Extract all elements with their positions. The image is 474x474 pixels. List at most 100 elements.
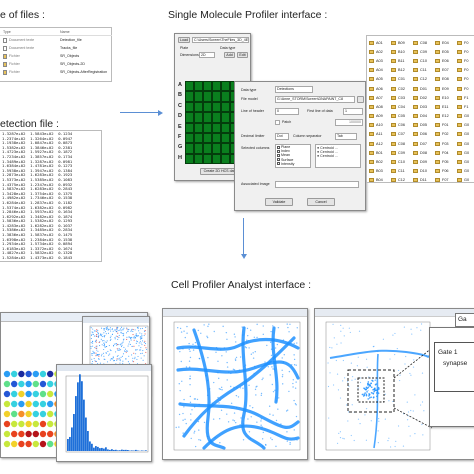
plate-folder-item[interactable]: F01 bbox=[435, 121, 454, 130]
plate-folder-item[interactable]: C11 bbox=[413, 66, 432, 75]
plate-folder-item[interactable]: C08 bbox=[391, 139, 410, 148]
plate-well[interactable] bbox=[185, 81, 194, 92]
checkbox-icon[interactable] bbox=[277, 162, 280, 166]
plate-folder-item[interactable]: E11 bbox=[435, 102, 454, 111]
plate-folder-item[interactable]: C01 bbox=[391, 75, 410, 84]
add-button[interactable]: Add bbox=[224, 52, 235, 58]
plate-folder-item[interactable]: A09 bbox=[369, 112, 388, 121]
selected-column-item[interactable]: Surface bbox=[276, 158, 310, 162]
selected-column-item[interactable]: Mean bbox=[276, 153, 310, 157]
plate-well[interactable] bbox=[194, 81, 203, 92]
plate-folder-item[interactable]: D04 bbox=[413, 112, 432, 121]
plate-well[interactable] bbox=[221, 81, 230, 92]
cancel-button[interactable]: Cancel bbox=[307, 198, 335, 206]
selected-columns-list[interactable]: Plane Index Mean Surface Intensity bbox=[275, 144, 311, 168]
plate-folder-item[interactable]: C10 bbox=[391, 157, 410, 166]
plate-well[interactable] bbox=[203, 143, 212, 154]
plate-well[interactable] bbox=[194, 143, 203, 154]
centroid-item[interactable]: ● Centroid ... bbox=[317, 154, 338, 159]
plate-well[interactable] bbox=[221, 143, 230, 154]
file-name[interactable]: SR_Objects-2D bbox=[60, 62, 85, 66]
file-name[interactable]: SR_Objects bbox=[60, 54, 80, 58]
plate-folder-item[interactable]: C08 bbox=[413, 38, 432, 47]
plate-well[interactable] bbox=[212, 101, 221, 113]
plate-folder-item[interactable]: F0 bbox=[457, 84, 474, 93]
plate-well[interactable] bbox=[194, 122, 203, 133]
plate-folder-item[interactable]: A01 bbox=[369, 38, 388, 47]
plate-well[interactable] bbox=[194, 132, 203, 144]
path-field[interactable]: C:\Users\Screen\TheFiles_3D_4EK76 bbox=[192, 37, 249, 43]
plate-well[interactable] bbox=[203, 112, 212, 123]
plate-well[interactable] bbox=[212, 132, 221, 144]
file-model-browse-button[interactable] bbox=[357, 96, 364, 103]
decimal-limiter-select[interactable]: Dot bbox=[275, 133, 289, 140]
plate-folder-item[interactable]: F1 bbox=[457, 93, 474, 102]
plate-folder-item[interactable]: A06 bbox=[369, 84, 388, 93]
file-type[interactable]: Fichier bbox=[9, 62, 20, 66]
plate-well[interactable] bbox=[185, 122, 194, 133]
plate-folder-item[interactable]: E08 bbox=[435, 75, 454, 84]
plate-folder-item[interactable]: G0 bbox=[457, 130, 474, 139]
plate-folder-item[interactable]: C03 bbox=[391, 93, 410, 102]
plate-folder-item[interactable]: D05 bbox=[413, 121, 432, 130]
patch-field[interactable]: 100000 bbox=[335, 119, 363, 126]
plate-folder-item[interactable]: A11 bbox=[369, 130, 388, 139]
plate-well[interactable] bbox=[185, 143, 194, 154]
plate-well[interactable] bbox=[212, 81, 221, 92]
plate-well[interactable] bbox=[221, 132, 230, 144]
plate-folder-item[interactable]: E04 bbox=[435, 38, 454, 47]
plate-folder-item[interactable]: B12 bbox=[391, 66, 410, 75]
checkbox-icon[interactable] bbox=[277, 145, 280, 149]
plate-folder-item[interactable]: A04 bbox=[369, 66, 388, 75]
line-of-header-field[interactable]: 0 bbox=[275, 108, 299, 115]
plate-folder-item[interactable]: B04 bbox=[369, 176, 388, 182]
selected-column-item[interactable]: Plane bbox=[276, 145, 310, 149]
plate-well[interactable] bbox=[212, 122, 221, 133]
plate-well[interactable] bbox=[194, 91, 203, 102]
plate-folder-item[interactable]: C06 bbox=[391, 121, 410, 130]
plate-well[interactable] bbox=[203, 101, 212, 113]
dialog-data-type-select[interactable]: Detections bbox=[275, 86, 313, 93]
plate-well[interactable] bbox=[203, 91, 212, 102]
plate-folder-item[interactable]: G0 bbox=[457, 157, 474, 166]
plate-folder-item[interactable]: D03 bbox=[413, 102, 432, 111]
plate-folder-item[interactable]: C12 bbox=[413, 75, 432, 84]
plate-folder-item[interactable]: D07 bbox=[413, 139, 432, 148]
plate-folder-item[interactable]: E05 bbox=[435, 47, 454, 56]
plate-folder-item[interactable]: C07 bbox=[391, 130, 410, 139]
checkbox-icon[interactable] bbox=[277, 158, 280, 162]
file-name[interactable]: Detection_file bbox=[60, 38, 82, 42]
plate-folder-item[interactable]: D06 bbox=[413, 130, 432, 139]
file-model-field[interactable]: G:\Anne_STORM\Screen\DNAPAINT_C8 bbox=[275, 96, 355, 103]
plate-folder-item[interactable]: E06 bbox=[435, 56, 454, 65]
associated-image-select[interactable] bbox=[275, 181, 359, 188]
centroid-item[interactable]: ● Centroid ... bbox=[317, 146, 338, 150]
plate-folder-item[interactable]: C11 bbox=[391, 167, 410, 176]
plate-folder-item[interactable]: G0 bbox=[457, 167, 474, 176]
column-separator-select[interactable]: Tab bbox=[335, 133, 357, 140]
dimensions-select[interactable]: 2D bbox=[199, 52, 215, 58]
plate-folder-item[interactable]: G0 bbox=[457, 139, 474, 148]
file-type[interactable]: Fichier bbox=[9, 54, 20, 58]
selected-column-item[interactable]: Intensity bbox=[276, 162, 310, 166]
plate-folder-item[interactable]: A07 bbox=[369, 93, 388, 102]
plate-folder-item[interactable]: F04 bbox=[435, 148, 454, 157]
plate-folder-item[interactable]: C09 bbox=[413, 47, 432, 56]
checkbox-icon[interactable] bbox=[277, 149, 280, 153]
plate-well[interactable] bbox=[185, 153, 194, 164]
plate-folder-item[interactable]: C12 bbox=[391, 176, 410, 182]
plate-folder-item[interactable]: B11 bbox=[391, 56, 410, 65]
plate-folder-item[interactable]: E07 bbox=[435, 66, 454, 75]
file-list-header-type[interactable]: Type bbox=[3, 30, 11, 34]
centroid-list[interactable]: ● Centroid ... ● Centroid ... ● Centroid… bbox=[315, 144, 361, 168]
plate-well[interactable] bbox=[203, 81, 212, 92]
plate-well[interactable] bbox=[221, 101, 230, 113]
plate-well[interactable] bbox=[212, 143, 221, 154]
plate-well[interactable] bbox=[203, 132, 212, 144]
checkbox-icon[interactable] bbox=[277, 154, 280, 157]
file-name[interactable]: SR_Objects-AfterRegistration bbox=[60, 70, 108, 74]
plate-well[interactable] bbox=[221, 153, 230, 164]
plate-folder-item[interactable]: C09 bbox=[391, 148, 410, 157]
plate-folder-item[interactable]: F0 bbox=[457, 75, 474, 84]
plate-folder-item[interactable]: B03 bbox=[369, 167, 388, 176]
